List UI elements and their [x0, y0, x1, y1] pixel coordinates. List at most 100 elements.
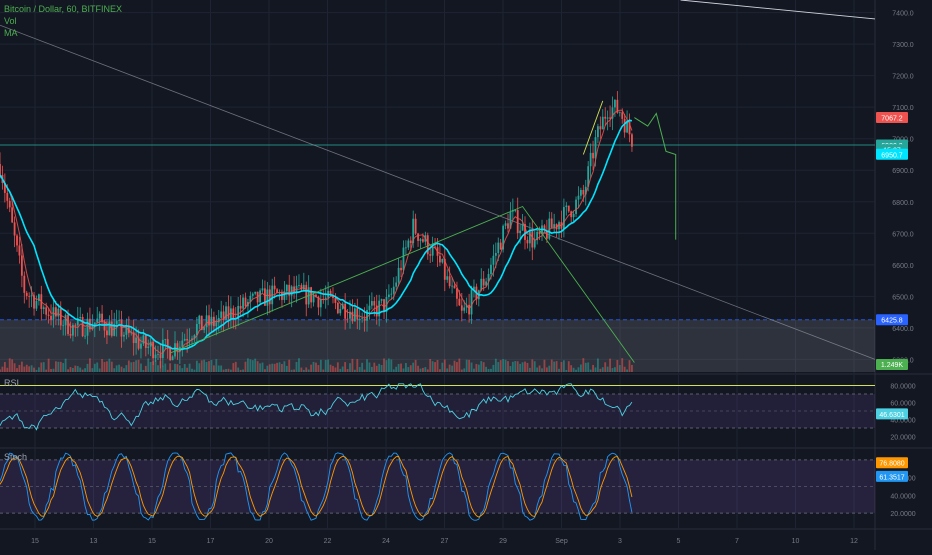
time-axis: 15 13 15 17 20 22 24 27 29 Sep 3 5 7 10 12: [31, 538, 858, 545]
forecast-path: [634, 112, 677, 240]
ma-indicator-label[interactable]: MA: [4, 28, 18, 38]
candle-body: [144, 335, 147, 348]
candle-body: [16, 235, 18, 246]
candle-body: [548, 218, 551, 239]
volume-bar: [271, 363, 274, 372]
volume-bar: [387, 358, 390, 372]
volume-bar: [191, 368, 193, 372]
candle-body: [562, 207, 565, 229]
volume-bar: [79, 367, 82, 372]
rsi-pane-title[interactable]: RSI: [4, 378, 20, 388]
volume-bar: [222, 369, 225, 372]
volume-bar: [18, 364, 21, 372]
volume-bar: [81, 369, 84, 372]
volume-bar: [115, 365, 118, 372]
candle-body: [363, 318, 366, 321]
candle-body: [164, 339, 167, 340]
volume-bar: [592, 364, 594, 372]
volume-bar: [375, 365, 378, 372]
volume-bar: [356, 359, 359, 372]
candle-body: [565, 205, 568, 208]
candle-body: [195, 323, 198, 336]
candle-body: [490, 264, 492, 274]
stoch-d-value-box: [876, 457, 908, 469]
stoch-pane-title[interactable]: Stoch: [4, 452, 28, 462]
volume-bar: [611, 368, 614, 372]
volume-bar: [436, 359, 439, 372]
time-tick-label: 3: [618, 538, 622, 545]
candle-body: [448, 276, 451, 287]
volume-bar: [589, 369, 592, 372]
volume-bar: [205, 361, 208, 372]
candle-body: [560, 222, 563, 229]
volume-bar: [55, 361, 57, 372]
candle-body: [137, 337, 140, 349]
candle-body: [480, 278, 483, 291]
volume-bar: [358, 367, 361, 372]
volume-bar: [23, 366, 26, 372]
candle-body: [558, 222, 560, 230]
candle-body: [154, 354, 157, 359]
volume-bar: [176, 364, 179, 372]
volume-bar: [91, 368, 94, 372]
volume-bar: [482, 362, 485, 372]
volume-bar: [346, 369, 349, 372]
volume-bar: [339, 368, 342, 372]
volume-bar: [11, 359, 14, 372]
volume-bar: [424, 367, 427, 372]
candle-body: [334, 297, 337, 303]
candle-body: [288, 284, 291, 296]
volume-bar: [601, 367, 604, 372]
candle-body: [351, 311, 354, 322]
volume-bar: [45, 369, 48, 372]
volume-bar: [234, 361, 237, 372]
volume-bar: [232, 363, 235, 372]
stoch-k-value-box: [876, 470, 908, 482]
candle-body: [86, 318, 89, 336]
stoch-d-value-label: 76.8080: [879, 461, 904, 468]
volume-bar: [446, 368, 449, 372]
candle-body: [497, 242, 500, 254]
symbol-title[interactable]: Bitcoin / Dollar, 60, BITFINEX: [4, 4, 123, 14]
volume-indicator-label[interactable]: Vol: [4, 16, 17, 26]
volume-bar: [84, 368, 86, 372]
volume-bar: [494, 358, 497, 372]
candle-body: [609, 117, 611, 119]
volume-bar: [259, 363, 261, 372]
volume-bar: [604, 362, 607, 372]
candle-body: [210, 316, 213, 326]
volume-bar: [405, 363, 407, 372]
volume-bar: [200, 360, 203, 372]
volume-bar: [147, 358, 150, 372]
volume-bar: [511, 361, 514, 372]
volume-bar: [130, 362, 133, 372]
candle-body: [628, 120, 631, 135]
volume-bar: [183, 364, 186, 372]
time-tick-label: 7: [735, 538, 739, 545]
candle-body: [98, 313, 101, 319]
volume-bar: [118, 364, 120, 372]
volume-bar: [594, 367, 597, 372]
volume-bar: [30, 365, 33, 372]
volume-bar: [16, 368, 18, 372]
candle-body: [188, 339, 191, 341]
volume-bar: [395, 366, 398, 372]
volume-bar: [385, 360, 388, 372]
time-tick-label: 15: [31, 538, 39, 545]
volume-bar: [13, 363, 16, 372]
stoch-k-line: [0, 452, 633, 521]
candle-body: [200, 315, 203, 331]
candle-body: [268, 289, 271, 305]
candle-body: [387, 294, 390, 298]
volume-bar: [492, 364, 495, 372]
volume-bar: [254, 358, 257, 372]
volume-bar: [149, 362, 152, 372]
candle-body: [407, 240, 410, 248]
candle-body: [135, 337, 138, 344]
rsi-value-label: 46.6301: [879, 412, 904, 419]
candle-body: [0, 163, 1, 175]
candle-body: [115, 320, 118, 325]
volume-bar: [178, 365, 181, 372]
